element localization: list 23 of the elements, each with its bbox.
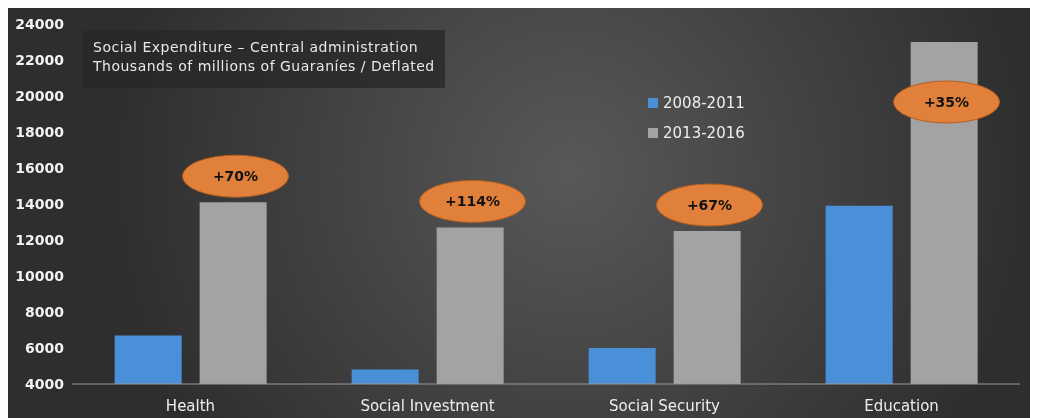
y-tick-label: 24000 (15, 15, 65, 32)
x-tick-label: Health (165, 396, 216, 415)
text: Thousands of millions of Guaraníes / Deflated (93, 57, 435, 76)
x-tick-label: Social Investment (360, 396, 495, 415)
x-tick-label: Education (864, 396, 939, 415)
y-tick-label: 6000 (25, 339, 65, 356)
legend-label: 2008-2011 (663, 93, 745, 114)
y-tick-label: 14000 (15, 195, 65, 212)
x-tick-label: Social Security (609, 396, 721, 415)
annotation: +70% (212, 168, 259, 185)
text: Social Expenditure – Central administration (93, 38, 420, 57)
y-tick-label: 10000 (15, 267, 65, 284)
y-tick-label: 18000 (15, 123, 65, 140)
y-tick-label: 16000 (15, 159, 65, 176)
y-tick-label: 20000 (15, 87, 65, 104)
legend-label: 2013-2016 (663, 123, 745, 144)
annotation: +114% (445, 193, 500, 210)
y-tick-label: 8000 (25, 303, 65, 320)
annotation: +67% (686, 197, 733, 213)
y-tick-label: 22000 (15, 51, 65, 68)
y-tick-label: 12000 (15, 231, 65, 248)
y-tick-label: 4000 (25, 375, 65, 392)
annotation: +35% (923, 94, 970, 110)
